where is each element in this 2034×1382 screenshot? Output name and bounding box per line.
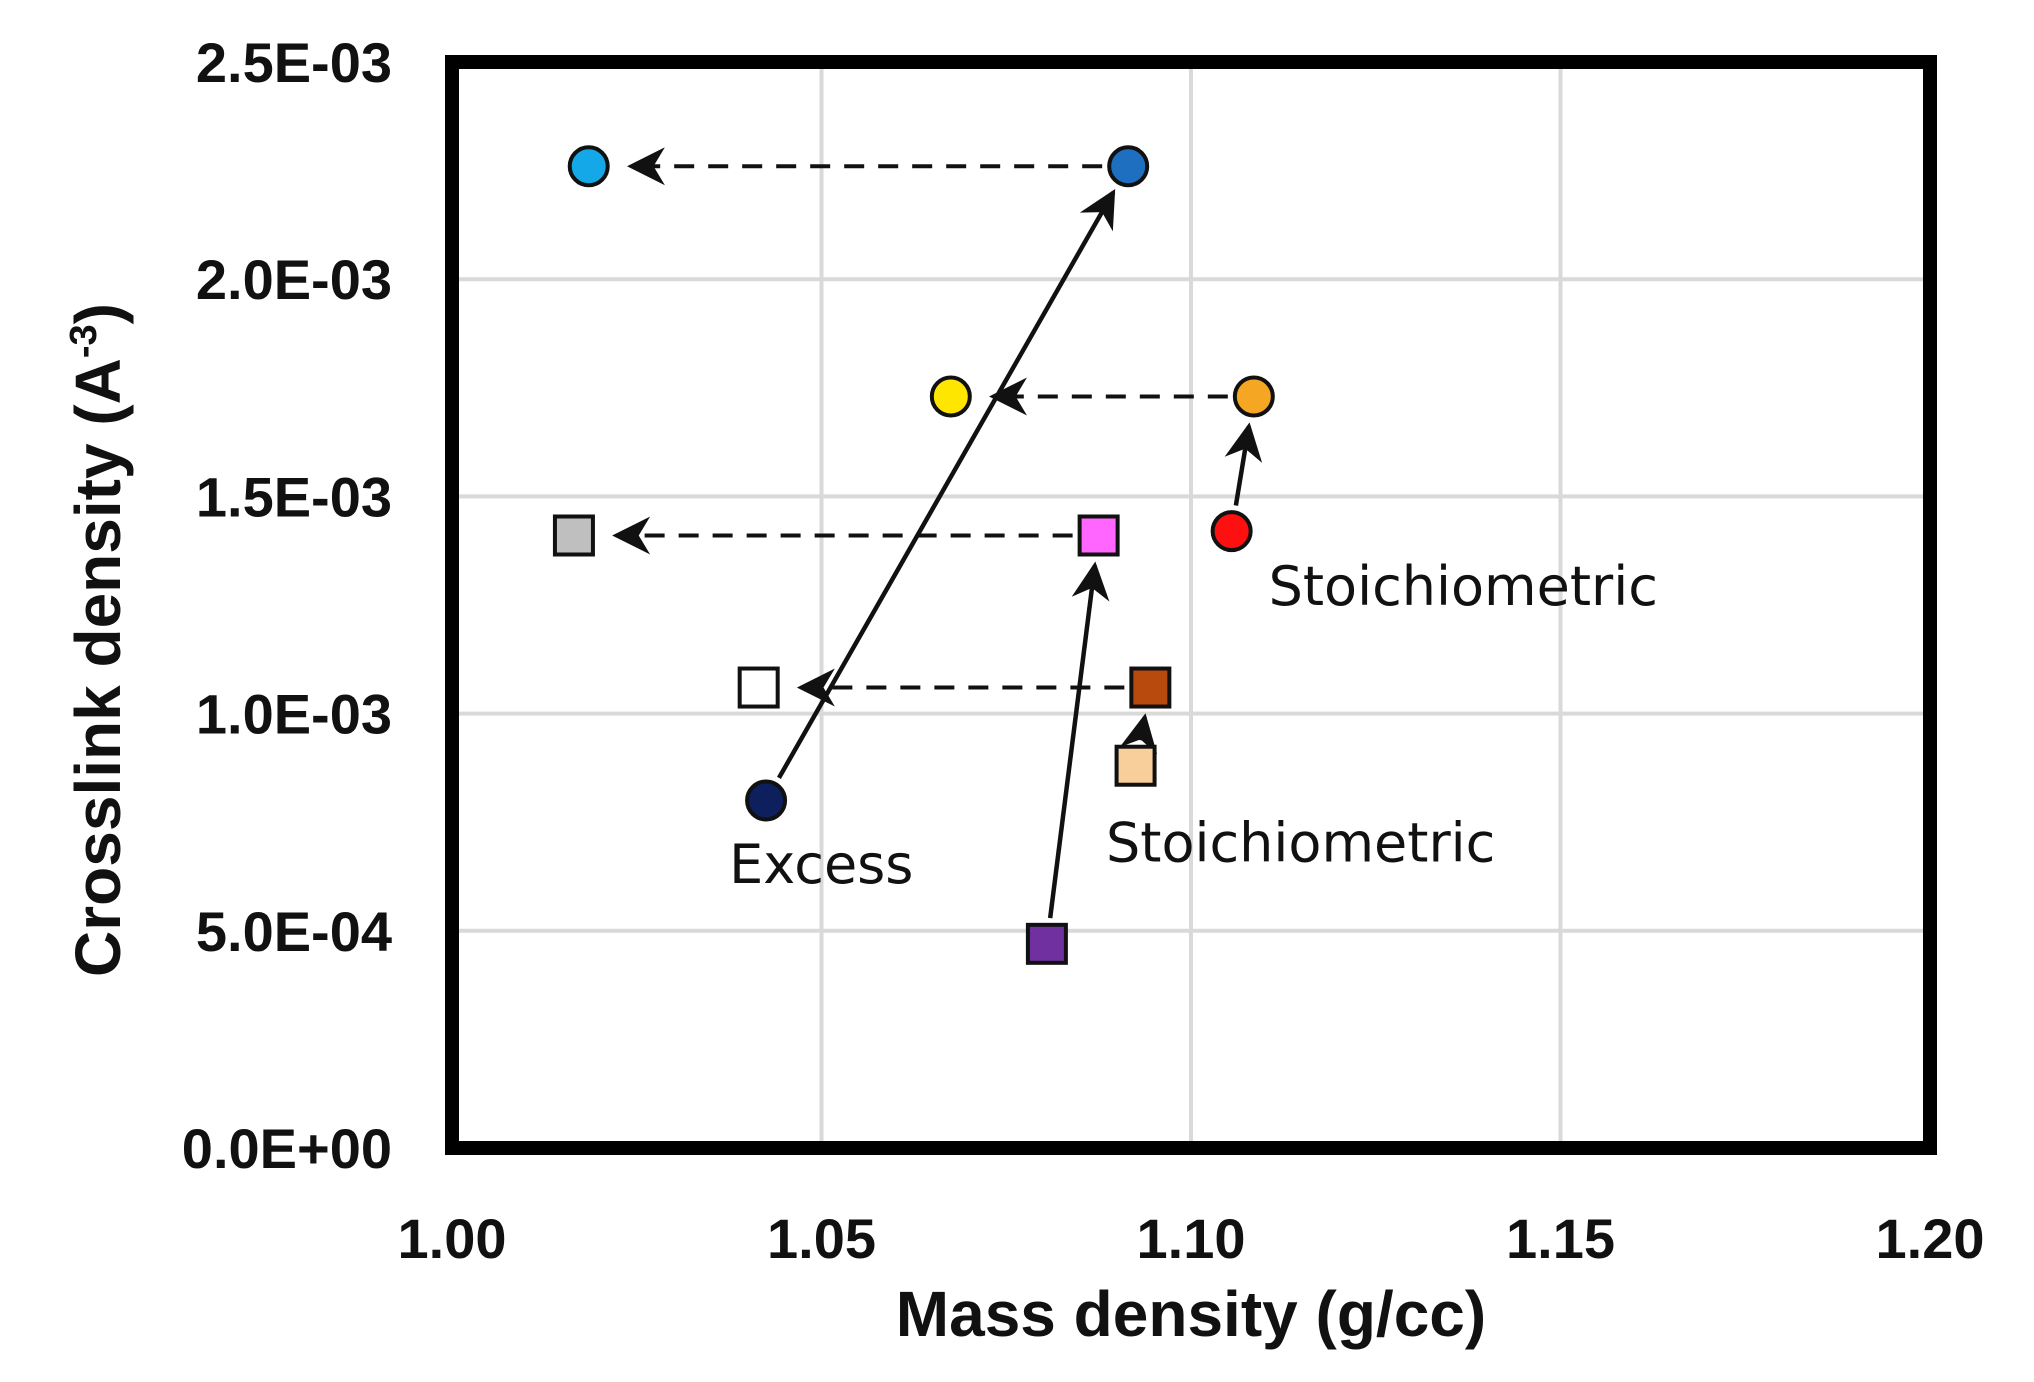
x-tick-label: 1.05 xyxy=(767,1207,876,1270)
x-tick-label: 1.00 xyxy=(398,1207,507,1270)
purple-square xyxy=(1025,922,1068,965)
rust-square xyxy=(1129,666,1172,709)
grey-square xyxy=(552,514,595,557)
arrow-red-to-orange xyxy=(1224,422,1263,506)
y-tick-label: 2.5E-03 xyxy=(196,31,392,94)
pink-square xyxy=(1077,514,1120,557)
y-tick-label: 5.0E-04 xyxy=(196,900,392,963)
arrows xyxy=(612,147,1263,919)
y-axis-title-superscript: -3 xyxy=(63,324,105,358)
annot-excess: Excess xyxy=(729,833,913,896)
blue-circle xyxy=(1107,145,1150,188)
y-tick-label: 0.0E+00 xyxy=(182,1117,392,1180)
dark-navy-circle xyxy=(745,779,788,822)
x-tick-label: 1.15 xyxy=(1506,1207,1615,1270)
y-tick-label: 1.5E-03 xyxy=(196,465,392,528)
orange-circle xyxy=(1232,375,1275,418)
y-axis-title-suffix: ) xyxy=(62,303,134,324)
grid-lines xyxy=(452,62,1930,1148)
annot-stoichiometric-lower: Stoichiometric xyxy=(1106,811,1495,874)
y-tick-label: 2.0E-03 xyxy=(196,248,392,311)
data-points xyxy=(552,145,1275,965)
y-axis-title-main: Crosslink density (A xyxy=(62,358,134,977)
yellow-circle xyxy=(929,375,972,418)
x-tick-label: 1.10 xyxy=(1137,1207,1246,1270)
peach-square xyxy=(1114,744,1157,787)
arrow-peach-to-rust xyxy=(1119,713,1158,755)
white-square xyxy=(737,666,780,709)
annot-stoichiometric-upper: Stoichiometric xyxy=(1269,555,1658,618)
plot-frame xyxy=(445,55,1937,1155)
y-axis-ticks: 0.0E+00 5.0E-04 1.0E-03 1.5E-03 2.0E-03 2.5E-… xyxy=(182,31,392,1180)
x-axis-title: Mass density (g/cc) xyxy=(896,1278,1486,1350)
light-blue-circle xyxy=(567,145,610,188)
annotations: Stoichiometric Stoichiometric Excess xyxy=(729,555,1658,896)
y-tick-label: 1.0E-03 xyxy=(196,683,392,746)
x-axis-ticks: 1.00 1.05 1.10 1.15 1.20 xyxy=(398,1207,1985,1270)
arrow-purple-to-pink xyxy=(1047,561,1110,919)
red-circle xyxy=(1210,510,1253,553)
y-axis-title: Crosslink density (A-3) xyxy=(62,303,134,977)
x-tick-label: 1.20 xyxy=(1876,1207,1985,1270)
